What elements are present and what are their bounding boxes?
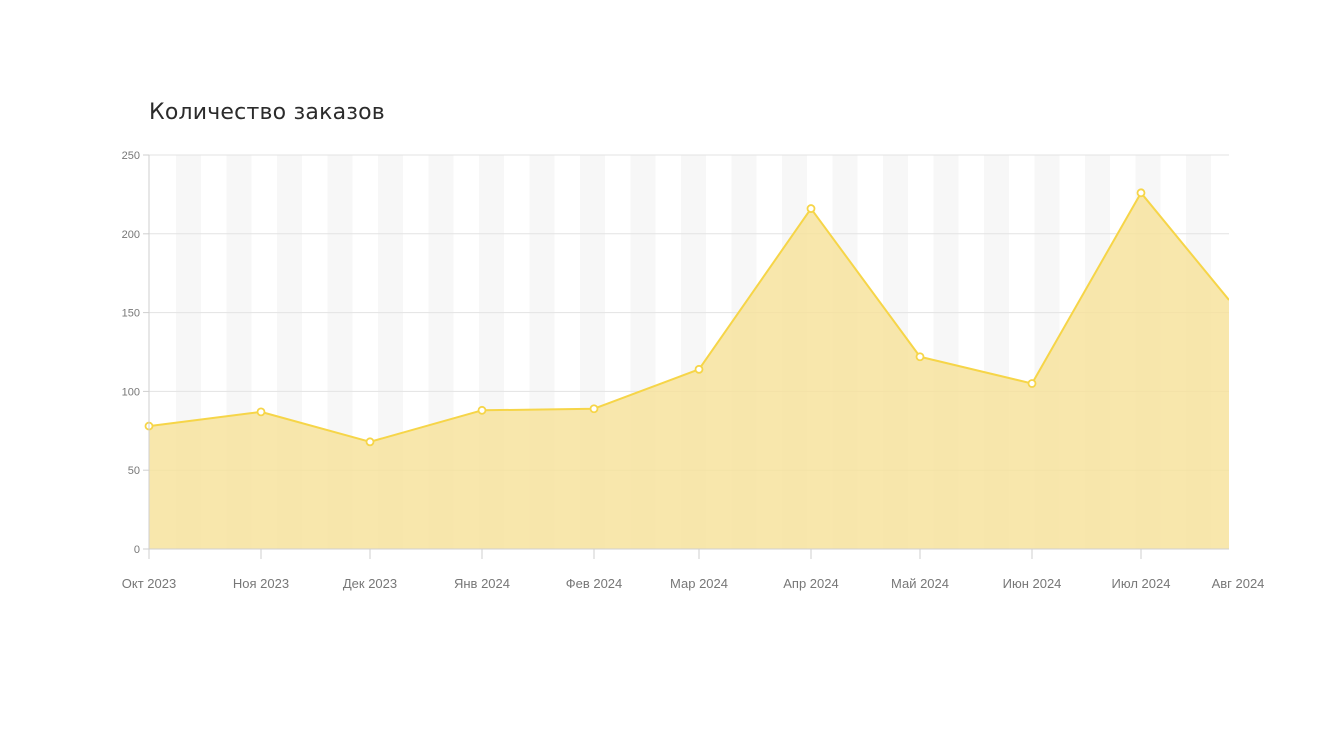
data-point-6[interactable] [806, 204, 816, 213]
data-point-2[interactable] [365, 437, 375, 447]
x-tick-label-0: Окт 2023 [122, 576, 176, 591]
y-tick-label-200: 200 [122, 229, 140, 241]
x-tick-label-4: Фев 2024 [566, 576, 623, 591]
x-tick-label-6: Апр 2024 [783, 576, 838, 591]
x-tick-label-10: Авг 2024 [1212, 576, 1265, 591]
x-tick-label-3: Янв 2024 [454, 576, 510, 591]
x-tick-label-2: Дек 2023 [343, 576, 397, 591]
data-point-1[interactable] [256, 407, 266, 417]
axes [148, 155, 1229, 550]
y-tick-label-50: 50 [128, 465, 140, 477]
y-tick-label-250: 250 [122, 150, 140, 162]
y-axis-ticks: 0 50 100 150 200 250 [122, 150, 149, 556]
chart-title: Количество заказов [149, 100, 385, 125]
x-tick-label-1: Ноя 2023 [233, 576, 289, 591]
data-point-9[interactable] [1136, 188, 1146, 198]
x-tick-label-9: Июл 2024 [1112, 576, 1171, 591]
data-point-7[interactable] [915, 352, 925, 362]
data-point-8[interactable] [1027, 379, 1037, 388]
x-axis-ticks: Окт 2023 Ноя 2023 Дек 2023 Янв 2024 Фев 2024… [122, 549, 1265, 591]
data-point-4[interactable] [589, 404, 599, 414]
y-tick-label-100: 100 [122, 386, 140, 398]
area-series [144, 188, 1229, 549]
area-fill [149, 192, 1229, 549]
data-point-3[interactable] [477, 405, 487, 415]
x-tick-label-7: Май 2024 [891, 576, 949, 591]
data-point-5[interactable] [694, 364, 704, 374]
x-tick-label-8: Июн 2024 [1003, 576, 1062, 591]
x-tick-label-5: Мар 2024 [670, 576, 728, 591]
y-tick-label-0: 0 [134, 544, 140, 556]
y-tick-label-150: 150 [122, 308, 140, 320]
